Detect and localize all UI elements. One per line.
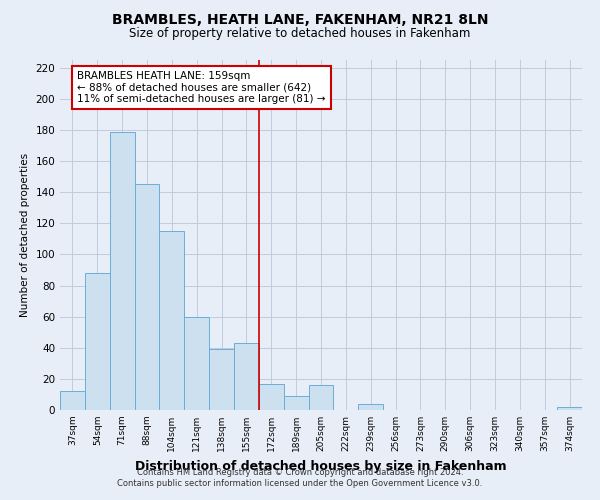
Bar xyxy=(358,404,383,410)
Text: BRAMBLES HEATH LANE: 159sqm
← 88% of detached houses are smaller (642)
11% of se: BRAMBLES HEATH LANE: 159sqm ← 88% of det… xyxy=(77,71,325,104)
Text: Size of property relative to detached houses in Fakenham: Size of property relative to detached ho… xyxy=(130,28,470,40)
Bar xyxy=(259,384,284,410)
Bar xyxy=(234,343,259,410)
Y-axis label: Number of detached properties: Number of detached properties xyxy=(20,153,30,317)
Bar xyxy=(85,273,110,410)
Bar xyxy=(308,385,334,410)
Bar xyxy=(284,396,308,410)
Bar xyxy=(110,132,134,410)
Bar xyxy=(209,350,234,410)
Text: BRAMBLES, HEATH LANE, FAKENHAM, NR21 8LN: BRAMBLES, HEATH LANE, FAKENHAM, NR21 8LN xyxy=(112,12,488,26)
Bar xyxy=(134,184,160,410)
Bar xyxy=(557,407,582,410)
Text: Contains HM Land Registry data © Crown copyright and database right 2024.
Contai: Contains HM Land Registry data © Crown c… xyxy=(118,468,482,487)
Bar xyxy=(184,316,209,410)
X-axis label: Distribution of detached houses by size in Fakenham: Distribution of detached houses by size … xyxy=(135,460,507,472)
Bar xyxy=(160,231,184,410)
Bar xyxy=(60,392,85,410)
